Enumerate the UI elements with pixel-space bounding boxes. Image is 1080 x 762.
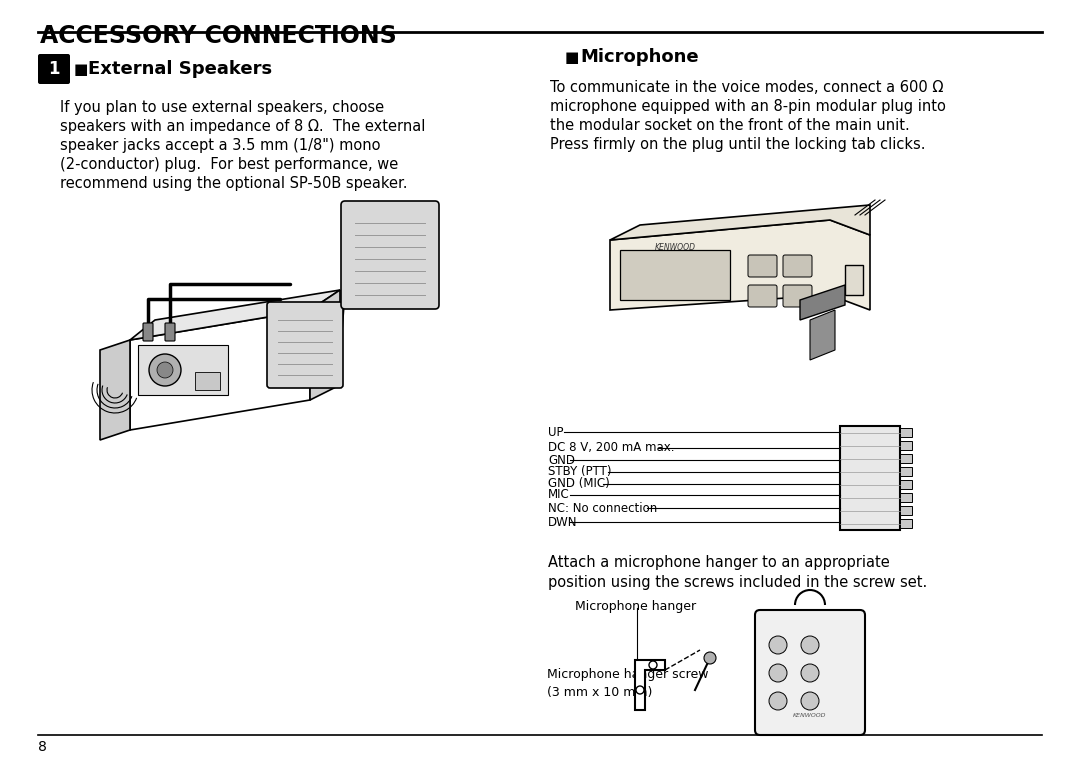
Circle shape	[801, 664, 819, 682]
FancyBboxPatch shape	[783, 255, 812, 277]
FancyBboxPatch shape	[783, 285, 812, 307]
FancyBboxPatch shape	[341, 201, 438, 309]
Text: To communicate in the voice modes, connect a 600 Ω: To communicate in the voice modes, conne…	[550, 80, 943, 95]
Text: GND: GND	[548, 453, 575, 466]
FancyBboxPatch shape	[267, 302, 343, 388]
Circle shape	[704, 652, 716, 664]
FancyBboxPatch shape	[143, 323, 153, 341]
FancyBboxPatch shape	[755, 610, 865, 735]
Text: recommend using the optional SP-50B speaker.: recommend using the optional SP-50B spea…	[60, 176, 407, 191]
Text: Attach a microphone hanger to an appropriate: Attach a microphone hanger to an appropr…	[548, 555, 890, 570]
Text: Press firmly on the plug until the locking tab clicks.: Press firmly on the plug until the locki…	[550, 137, 926, 152]
FancyBboxPatch shape	[900, 428, 912, 437]
Text: STBY (PTT): STBY (PTT)	[548, 466, 611, 479]
FancyBboxPatch shape	[900, 506, 912, 515]
Circle shape	[649, 661, 657, 669]
Text: KENWOOD: KENWOOD	[654, 244, 696, 252]
Text: 1: 1	[49, 60, 59, 78]
Text: microphone equipped with an 8-pin modular plug into: microphone equipped with an 8-pin modula…	[550, 99, 946, 114]
Circle shape	[769, 664, 787, 682]
Text: the modular socket on the front of the main unit.: the modular socket on the front of the m…	[550, 118, 909, 133]
Text: If you plan to use external speakers, choose: If you plan to use external speakers, ch…	[60, 100, 384, 115]
Polygon shape	[130, 310, 310, 430]
FancyBboxPatch shape	[900, 441, 912, 450]
Text: Microphone hanger screw: Microphone hanger screw	[546, 668, 708, 681]
Text: DC 8 V, 200 mA max.: DC 8 V, 200 mA max.	[548, 441, 675, 454]
Polygon shape	[130, 290, 340, 340]
Text: Microphone hanger: Microphone hanger	[575, 600, 697, 613]
Text: KENWOOD: KENWOOD	[793, 713, 827, 718]
FancyBboxPatch shape	[900, 480, 912, 489]
FancyBboxPatch shape	[748, 285, 777, 307]
Circle shape	[769, 692, 787, 710]
Text: speakers with an impedance of 8 Ω.  The external: speakers with an impedance of 8 Ω. The e…	[60, 119, 426, 134]
Polygon shape	[810, 310, 835, 360]
FancyBboxPatch shape	[195, 372, 220, 390]
Circle shape	[149, 354, 181, 386]
FancyBboxPatch shape	[900, 493, 912, 502]
Text: External Speakers: External Speakers	[87, 60, 272, 78]
FancyBboxPatch shape	[900, 454, 912, 463]
FancyBboxPatch shape	[840, 426, 900, 530]
Text: (3 mm x 10 mm): (3 mm x 10 mm)	[546, 686, 652, 699]
Text: NC: No connection: NC: No connection	[548, 501, 658, 514]
Circle shape	[801, 636, 819, 654]
FancyBboxPatch shape	[138, 345, 228, 395]
FancyBboxPatch shape	[900, 467, 912, 476]
Text: ■: ■	[75, 62, 89, 76]
Polygon shape	[310, 290, 340, 400]
Text: Microphone: Microphone	[580, 48, 699, 66]
Text: UP: UP	[548, 425, 564, 438]
Text: DWN: DWN	[548, 516, 578, 529]
FancyBboxPatch shape	[620, 250, 730, 300]
Polygon shape	[610, 220, 870, 310]
Text: 8: 8	[38, 740, 46, 754]
FancyBboxPatch shape	[165, 323, 175, 341]
Text: position using the screws included in the screw set.: position using the screws included in th…	[548, 575, 928, 590]
FancyBboxPatch shape	[748, 255, 777, 277]
Polygon shape	[610, 205, 870, 240]
Text: MIC: MIC	[548, 488, 570, 501]
Text: speaker jacks accept a 3.5 mm (1/8") mono: speaker jacks accept a 3.5 mm (1/8") mon…	[60, 138, 380, 153]
Text: ■: ■	[565, 50, 579, 65]
Circle shape	[157, 362, 173, 378]
FancyBboxPatch shape	[845, 265, 863, 295]
Polygon shape	[100, 340, 130, 440]
Text: GND (MIC): GND (MIC)	[548, 478, 610, 491]
Circle shape	[769, 636, 787, 654]
Polygon shape	[635, 660, 665, 710]
Text: (2-conductor) plug.  For best performance, we: (2-conductor) plug. For best performance…	[60, 157, 399, 172]
Circle shape	[636, 686, 644, 694]
Circle shape	[801, 692, 819, 710]
FancyBboxPatch shape	[900, 519, 912, 528]
FancyBboxPatch shape	[38, 54, 70, 84]
Polygon shape	[800, 285, 845, 320]
Text: ACCESSORY CONNECTIONS: ACCESSORY CONNECTIONS	[40, 24, 396, 48]
